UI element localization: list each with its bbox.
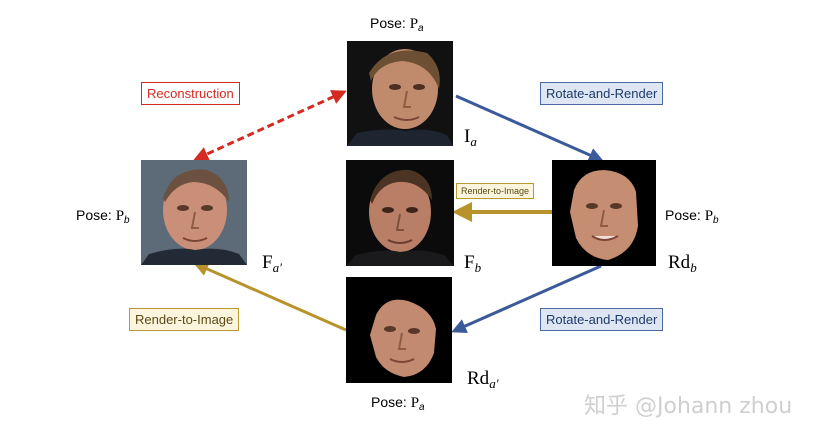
tag-rotate-and-render-top: Rotate-and-Render xyxy=(540,82,664,105)
tag-render-to-image-middle: Render-to-Image xyxy=(456,183,535,199)
face-image-ia xyxy=(347,41,453,146)
face-render-rdb xyxy=(552,160,656,266)
face-render-rda-prime xyxy=(346,277,452,383)
face-image-fa-prime xyxy=(141,160,247,265)
rotate-render-arrow-bottom xyxy=(451,264,602,334)
watermark-text: 知乎 @Johann zhou xyxy=(584,394,793,419)
tag-reconstruction: Reconstruction xyxy=(141,82,240,105)
rotate-render-arrow-top xyxy=(455,94,604,163)
tag-render-to-image-bottom: Render-to-Image xyxy=(129,308,240,331)
face-image-fb xyxy=(346,160,454,266)
pose-label-bottom: Pose: Pa xyxy=(371,394,425,413)
reconstruction-arrow xyxy=(193,90,347,161)
tag-rotate-and-render-bottom: Rotate-and-Render xyxy=(540,308,664,331)
render-to-image-arrow-bottom xyxy=(193,261,347,332)
pose-label-right: Pose: Pb xyxy=(665,207,719,226)
label-rdb: Rdb xyxy=(668,252,697,275)
pose-label-top: Pose: Pa xyxy=(370,15,424,34)
label-fb: Fb xyxy=(464,252,482,275)
label-ia: Ia xyxy=(464,126,477,149)
label-rda-prime: Rda′ xyxy=(467,368,499,391)
pose-label-left: Pose: Pb xyxy=(76,207,130,226)
label-fa-prime: Fa′ xyxy=(262,252,282,275)
